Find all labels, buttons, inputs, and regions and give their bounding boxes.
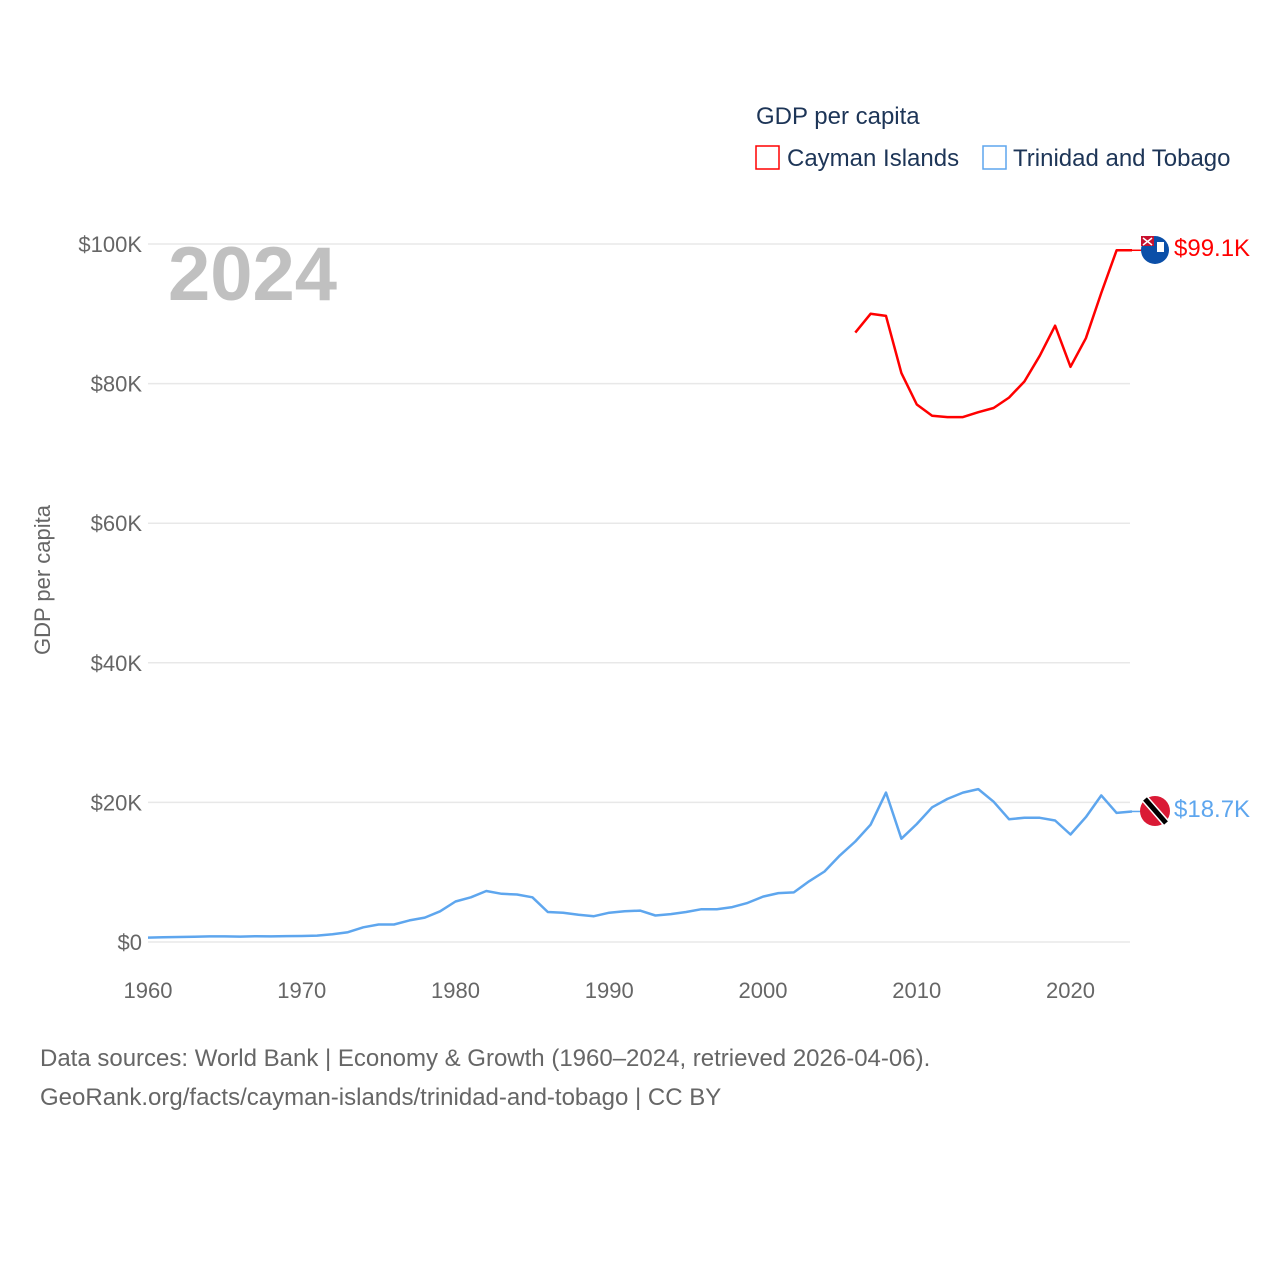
footer-link[interactable]: GeoRank.org/facts/cayman-islands/trinida… <box>40 1084 722 1111</box>
legend-swatch-trinidad[interactable] <box>982 145 1007 170</box>
y-axis-label: GDP per capita <box>30 504 55 655</box>
y-tick-label: $80K <box>91 372 143 397</box>
x-tick-label: 1980 <box>431 978 480 1003</box>
x-tick-label: 1970 <box>277 978 326 1003</box>
x-tick-label: 2010 <box>892 978 941 1003</box>
trinidad-flag-icon <box>1140 796 1170 826</box>
y-tick-label: $0 <box>118 930 142 955</box>
y-tick-label: $40K <box>91 651 143 676</box>
legend-label-trinidad[interactable]: Trinidad and Tobago <box>1013 145 1231 172</box>
legend-label-cayman[interactable]: Cayman Islands <box>787 145 959 172</box>
cayman-end-label: $99.1K <box>1174 235 1250 262</box>
x-tick-label: 2000 <box>739 978 788 1003</box>
y-tick-label: $60K <box>91 511 143 536</box>
x-tick-label: 1960 <box>124 978 173 1003</box>
x-tick-label: 1990 <box>585 978 634 1003</box>
y-tick-label: $100K <box>78 232 142 257</box>
cayman-flag-icon <box>1141 236 1169 264</box>
legend-swatch-cayman[interactable] <box>755 145 780 170</box>
series-line-trinidad[interactable] <box>147 787 1133 939</box>
trinidad-end-label: $18.7K <box>1174 796 1250 823</box>
y-tick-label: $20K <box>91 790 143 815</box>
footer-sources: Data sources: World Bank | Economy & Gro… <box>40 1045 931 1072</box>
legend-title: GDP per capita <box>756 103 920 130</box>
x-tick-label: 2020 <box>1046 978 1095 1003</box>
year-watermark: 2024 <box>168 232 337 317</box>
series-line-cayman[interactable] <box>854 249 1132 419</box>
